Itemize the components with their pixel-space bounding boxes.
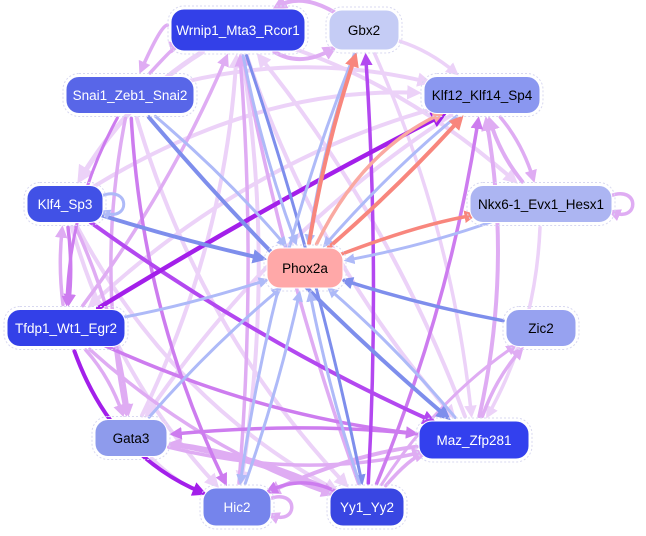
node-outline bbox=[263, 244, 347, 292]
edge-snai1-yy1 bbox=[134, 116, 349, 488]
edge-tfdp1-wrnip1 bbox=[81, 53, 229, 308]
node-box[interactable] bbox=[469, 185, 613, 223]
node-box[interactable] bbox=[26, 185, 104, 223]
node-gata3[interactable]: Gata3 bbox=[91, 416, 171, 460]
node-hic2[interactable]: Hic2 bbox=[199, 484, 275, 530]
node-box[interactable] bbox=[266, 247, 344, 289]
node-box[interactable] bbox=[505, 309, 577, 347]
edge-gbx2-maz bbox=[373, 52, 477, 419]
node-outline bbox=[466, 182, 616, 226]
edge-yy1-phox2a bbox=[306, 290, 361, 485]
self-loop-klf4 bbox=[99, 192, 126, 220]
edge-klf4-phox2a bbox=[100, 213, 268, 264]
edge-snai1-phox2a bbox=[153, 114, 288, 248]
node-outline bbox=[91, 416, 171, 460]
node-tfdp1[interactable]: Tfdp1_Wt1_Egr2 bbox=[3, 306, 129, 350]
node-yy1[interactable]: Yy1_Yy2 bbox=[326, 484, 408, 530]
node-zic2[interactable]: Zic2 bbox=[502, 306, 580, 350]
node-outline bbox=[199, 484, 275, 530]
edge-phox2a-nkx6 bbox=[339, 210, 478, 257]
node-gbx2[interactable]: Gbx2 bbox=[325, 6, 403, 54]
edge-tfdp1-phox2a bbox=[121, 277, 270, 319]
node-outline bbox=[420, 73, 544, 117]
node-outline bbox=[62, 73, 198, 117]
edge-klf12-tfdp1 bbox=[87, 107, 435, 309]
edge-gata3-phox2a bbox=[147, 286, 283, 419]
node-outline bbox=[415, 417, 533, 463]
edge-wrnip1-gbx2 bbox=[272, 46, 338, 62]
edge-maz-phox2a bbox=[327, 287, 457, 419]
node-outline bbox=[502, 306, 580, 350]
edge-hic2-phox2a bbox=[243, 290, 303, 486]
nodes-layer: Wrnip1_Mta3_Rcor1 Gbx2 Snai1_Zeb1_Snai2 Klf… bbox=[3, 5, 616, 530]
edge-gbx2-wrnip1 bbox=[272, 0, 338, 15]
edge-zic2-phox2a bbox=[340, 277, 505, 323]
node-box[interactable] bbox=[6, 309, 126, 347]
node-box[interactable] bbox=[418, 420, 530, 460]
edge-tfdp1-gata3 bbox=[83, 348, 126, 418]
node-klf4[interactable]: Klf4_Sp3 bbox=[23, 182, 107, 226]
edge-tfdp1-klf4 bbox=[54, 225, 68, 307]
edge-maz-zic2 bbox=[480, 346, 524, 419]
edge-maz-wrnip1 bbox=[256, 52, 467, 419]
edge-tfdp1-maz bbox=[103, 344, 419, 439]
edge-snai1-hic2 bbox=[129, 116, 227, 487]
node-maz[interactable]: Maz_Zfp281 bbox=[415, 417, 533, 463]
node-nkx6[interactable]: Nkx6-1_Evx1_Hesx1 bbox=[466, 182, 616, 226]
edge-wrnip1-snai1 bbox=[138, 23, 170, 74]
edge-phox2a-klf12 bbox=[326, 115, 464, 250]
node-outline bbox=[23, 182, 107, 226]
edge-nkx6-phox2a bbox=[343, 219, 495, 265]
node-box[interactable] bbox=[94, 419, 168, 457]
edge-gbx2-klf12 bbox=[397, 39, 459, 76]
node-outline bbox=[167, 5, 309, 55]
node-box[interactable] bbox=[170, 8, 306, 52]
self-loop-hic2 bbox=[266, 495, 294, 525]
node-box[interactable] bbox=[65, 76, 195, 114]
node-snai1[interactable]: Snai1_Zeb1_Snai2 bbox=[62, 73, 198, 117]
edge-phox2a-gbx2 bbox=[307, 52, 359, 246]
node-outline bbox=[326, 484, 408, 530]
node-box[interactable] bbox=[423, 76, 541, 114]
node-wrnip1[interactable]: Wrnip1_Mta3_Rcor1 bbox=[167, 5, 309, 55]
edge-klf12-nkx6 bbox=[498, 115, 537, 183]
edge-snai1-klf12 bbox=[183, 65, 432, 87]
edge-klf12-phox2a bbox=[322, 114, 459, 248]
node-outline bbox=[325, 6, 403, 54]
node-box[interactable] bbox=[328, 9, 400, 51]
edge-yy1-hic2 bbox=[265, 481, 338, 494]
node-box[interactable] bbox=[202, 487, 272, 527]
edge-wrnip1-nkx6 bbox=[287, 45, 518, 184]
edge-yy1-gbx2 bbox=[360, 52, 376, 485]
edge-klf4-hic2 bbox=[69, 225, 220, 488]
edge-maz-klf12 bbox=[477, 116, 500, 419]
edge-hic2-wrnip1 bbox=[234, 53, 250, 485]
node-phox2a[interactable]: Phox2a bbox=[263, 244, 347, 292]
node-outline bbox=[3, 306, 129, 350]
node-box[interactable] bbox=[329, 487, 405, 527]
edge-phox2a-klf12 bbox=[314, 111, 445, 246]
node-klf12[interactable]: Klf12_Klf14_Sp4 bbox=[420, 73, 544, 117]
self-loop-nkx6 bbox=[607, 192, 635, 222]
edge-gata3-maz bbox=[166, 445, 425, 467]
edge-klf4-maz bbox=[88, 220, 437, 424]
edge-wrnip1-phox2a bbox=[241, 54, 299, 246]
